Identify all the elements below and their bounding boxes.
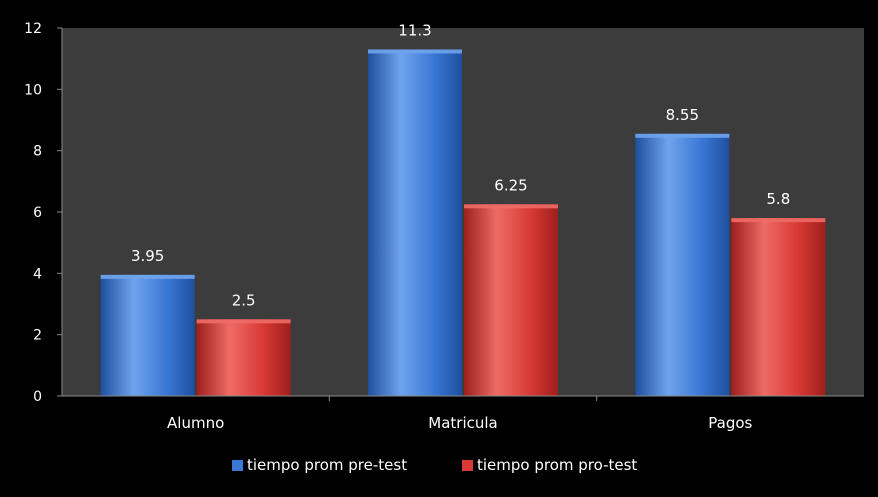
- bar-pre-test-pagos: [635, 133, 730, 397]
- bar-top-highlight: [368, 49, 462, 54]
- data-label: 3.95: [131, 247, 164, 265]
- legend-swatch: [232, 460, 243, 471]
- bar-pro-test-matricula: [464, 204, 558, 396]
- legend-label: tiempo prom pre-test: [247, 456, 407, 474]
- bar-pro-test-alumno: [196, 319, 291, 396]
- bars-group: [100, 49, 826, 397]
- data-label: 11.3: [398, 21, 431, 39]
- bar-pre-test-matricula: [368, 49, 462, 396]
- data-label: 8.55: [666, 106, 699, 124]
- y-tick-label: 6: [33, 205, 42, 221]
- data-labels-group: 3.95 2.5 11.3 6.25 8.55 5.8: [131, 21, 790, 309]
- plot-area: [62, 28, 864, 396]
- x-tick-label: Matricula: [428, 414, 497, 432]
- bar-top-highlight: [100, 274, 195, 279]
- y-tick-label: 8: [33, 144, 42, 160]
- legend-label: tiempo prom pro-test: [477, 456, 637, 474]
- y-tick-label: 12: [24, 21, 42, 37]
- legend: tiempo prom pre-test tiempo prom pro-test: [232, 456, 637, 474]
- data-label: 2.5: [232, 291, 256, 309]
- bar-top-highlight: [731, 218, 826, 223]
- data-label: 5.8: [766, 190, 790, 208]
- x-axis: Alumno Matricula Pagos: [62, 395, 864, 432]
- bar-top-highlight: [635, 133, 730, 138]
- bar-pro-test-pagos: [731, 218, 826, 396]
- y-tick-label: 0: [33, 389, 42, 405]
- x-tick-label: Alumno: [167, 414, 224, 432]
- y-tick-label: 4: [33, 266, 42, 282]
- data-label: 6.25: [494, 176, 527, 194]
- bar-top-highlight: [464, 204, 558, 209]
- y-axis: 0 2 4 6 8 10 12: [24, 21, 63, 405]
- bar-pre-test-alumno: [100, 274, 195, 396]
- y-tick-label: 10: [24, 82, 42, 98]
- legend-swatch: [462, 460, 473, 471]
- bar-top-highlight: [196, 319, 291, 324]
- x-tick-label: Pagos: [708, 414, 752, 432]
- y-tick-label: 2: [33, 328, 42, 344]
